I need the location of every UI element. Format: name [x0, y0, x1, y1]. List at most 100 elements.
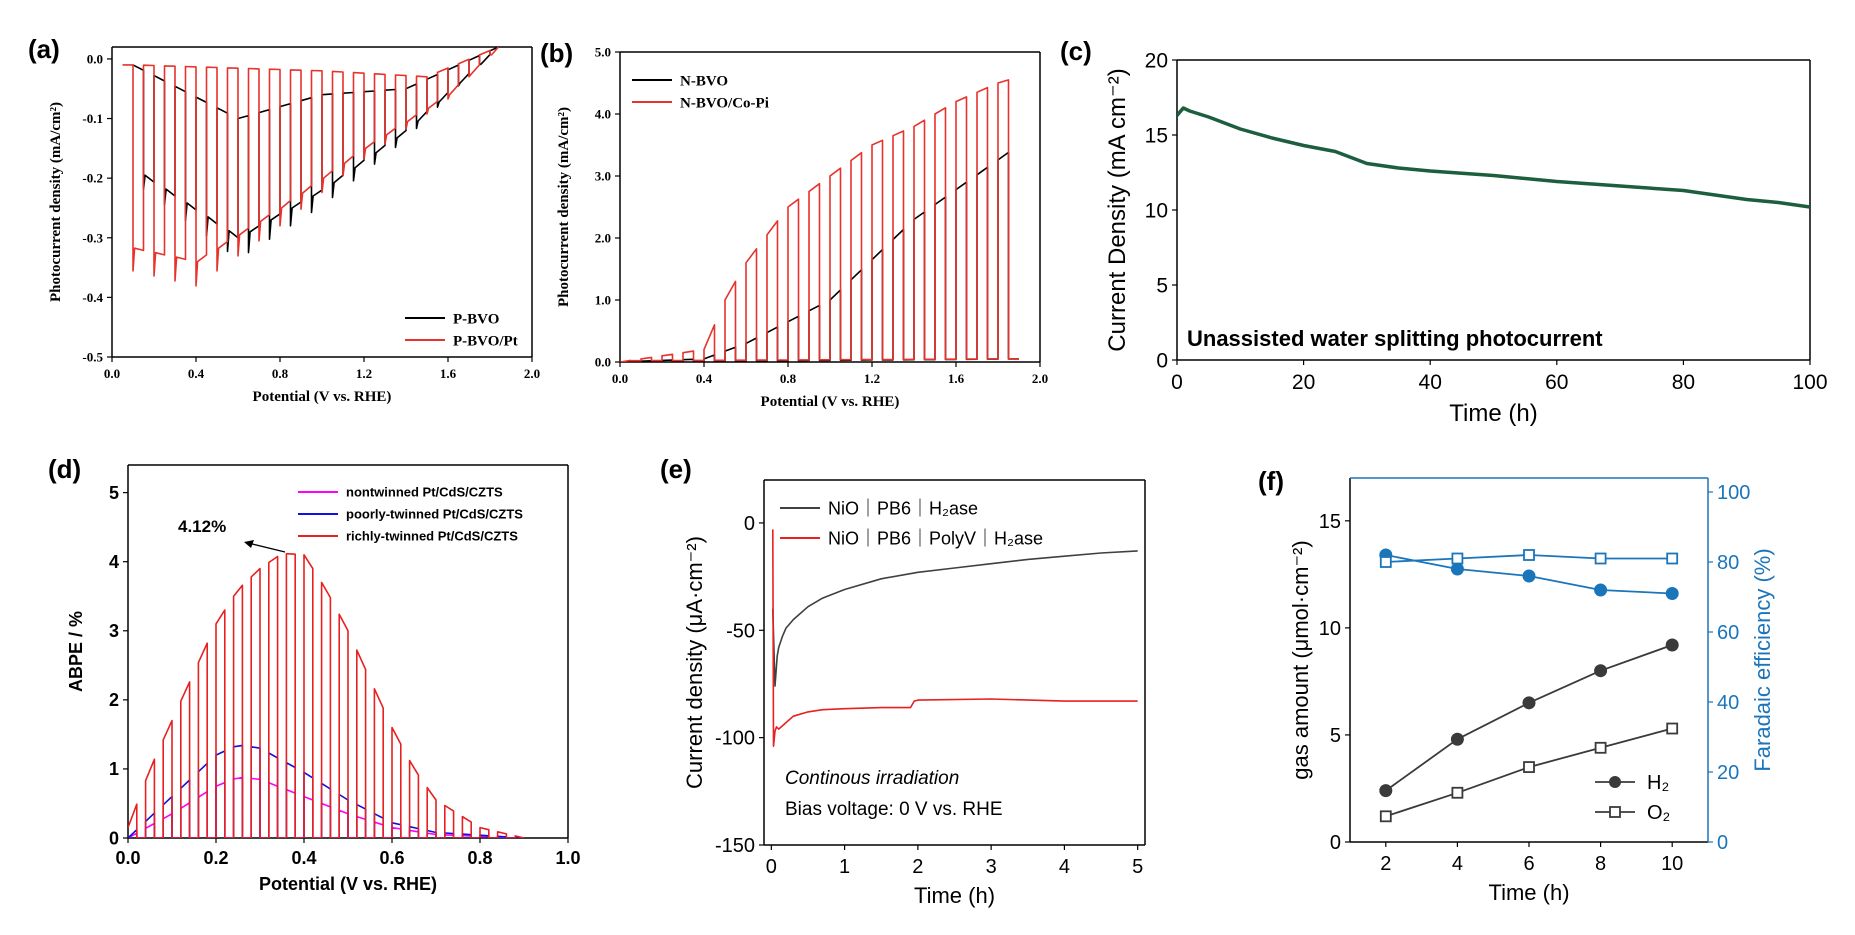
annotation-arrow-d [247, 542, 286, 553]
y-tick-label-b: 2.0 [595, 231, 611, 246]
y-axis-label-d: ABPE / % [66, 611, 86, 692]
y-tick-label-d: 0 [109, 828, 119, 848]
y-right-tick-label-f: 60 [1717, 622, 1739, 644]
data-point-f-1 [1379, 810, 1392, 823]
panel-label-d: (d) [48, 454, 81, 484]
x-tick-label-b: 1.2 [864, 371, 880, 386]
chart-a: (a) 0.0 0.4 0.8 1.2 1.6 2.0 0.0 -0.1 -0.2 -0.3 -0.4… [28, 34, 540, 405]
x-axis-label-f: Time (h) [1488, 880, 1569, 905]
x-axis-label-c: Time (h) [1449, 400, 1537, 427]
plot-area-a [122, 47, 500, 287]
data-point-f-0 [1450, 732, 1464, 746]
panel-label-e: (e) [660, 454, 692, 484]
y-tick-label-b: 1.0 [595, 293, 611, 308]
y-tick-label-f: 15 [1319, 511, 1341, 533]
data-point-f-0 [1594, 664, 1608, 678]
data-point-f-1 [1666, 722, 1679, 735]
y-axis-label-f: gas amount (μmol·cm⁻²) [1288, 540, 1313, 779]
series-line-a-0 [132, 47, 499, 254]
chart-b: (b) 0.0 0.4 0.8 1.2 1.6 2.0 0.0 1.0 2.0 3.0 4.0 5.0 P… [540, 38, 1048, 410]
y-tick-label-b: 3.0 [595, 169, 611, 184]
x-tick-label-e: 2 [912, 856, 923, 878]
x-axis-label-e: Time (h) [914, 883, 995, 908]
y-tick-label-d: 1 [109, 759, 119, 779]
data-point-f-2 [1665, 587, 1679, 600]
legend-marker-f [1609, 776, 1621, 788]
x-tick-label-c: 80 [1672, 371, 1695, 394]
data-point-f-3 [1594, 552, 1607, 565]
x-tick-label-a: 0.0 [104, 366, 120, 381]
x-axis-label-d: Potential (V vs. RHE) [259, 874, 437, 894]
y-tick-label-a: -0.4 [82, 290, 103, 305]
x-tick-label-e: 1 [839, 856, 850, 878]
x-tick-label-d: 0.0 [115, 848, 140, 868]
legend-label-a: P-BVO/Pt [453, 333, 518, 349]
x-tick-label-d: 0.6 [379, 848, 404, 868]
data-point-f-2 [1594, 583, 1608, 597]
chart-d: (d) 0.0 0.2 0.4 0.6 0.8 1.0 0 1 2 3 4 5 Potential (V … [48, 454, 581, 894]
data-point-f-0 [1379, 784, 1393, 798]
y-tick-label-a: -0.5 [82, 350, 103, 365]
legend-label-f: O₂ [1647, 802, 1670, 824]
annotation-e: Continous irradiation [785, 768, 959, 789]
y-tick-label-b: 4.0 [595, 107, 611, 122]
chart-c: (c) 0 20 40 60 80 100 0 5 10 15 20 Time (h) Current D… [1060, 36, 1828, 427]
data-point-f-1 [1594, 741, 1607, 754]
x-tick-label-f: 8 [1595, 853, 1606, 875]
x-axis-label-a: Potential (V vs. RHE) [253, 389, 392, 405]
plot-area-d [128, 552, 525, 838]
series-line-a-1 [122, 47, 500, 287]
data-point-f-3 [1451, 552, 1464, 565]
x-tick-label-c: 60 [1545, 371, 1568, 394]
y-tick-label-d: 2 [109, 690, 119, 710]
y-tick-label-c: 15 [1145, 124, 1168, 147]
plot-area-e [772, 529, 1138, 747]
x-tick-label-f: 10 [1661, 853, 1683, 875]
legend-label-a: P-BVO [453, 311, 499, 327]
x-tick-label-e: 5 [1132, 856, 1143, 878]
annotation-e: Bias voltage: 0 V vs. RHE [785, 799, 1003, 820]
y-tick-label-a: -0.3 [82, 230, 103, 245]
x-tick-label-e: 4 [1059, 856, 1070, 878]
y-tick-label-a: -0.1 [82, 111, 103, 126]
data-point-f-0 [1665, 638, 1679, 652]
series-line-d-1 [128, 744, 525, 838]
x-tick-label-f: 6 [1523, 853, 1534, 875]
y-tick-label-d: 3 [109, 621, 119, 641]
x-tick-label-a: 0.8 [272, 366, 289, 381]
legend-label-e: NiO｜PB6｜PolyV｜H₂ase [828, 528, 1043, 548]
y-right-tick-label-f: 80 [1717, 552, 1739, 574]
data-point-f-3 [1379, 556, 1392, 568]
x-tick-label-a: 1.6 [440, 366, 457, 381]
series-line-e-1 [772, 529, 1138, 747]
series-line-d-0 [128, 776, 525, 838]
plot-area-f [1385, 554, 1673, 818]
data-point-f-1 [1451, 786, 1464, 799]
x-tick-label-d: 0.2 [203, 848, 228, 868]
y-axis-label-c: Current Density (mA cm⁻²) [1104, 68, 1131, 351]
y-tick-label-e: -50 [726, 620, 755, 642]
plot-area-b [620, 79, 1020, 362]
x-tick-label-d: 0.4 [291, 848, 316, 868]
y-tick-label-e: -150 [715, 835, 755, 857]
x-tick-label-d: 0.8 [467, 848, 492, 868]
y-tick-label-c: 20 [1145, 49, 1168, 72]
legend-label-b: N-BVO/Co-Pi [680, 95, 769, 111]
data-point-f-2 [1522, 569, 1536, 583]
data-point-f-3 [1666, 552, 1679, 565]
series-line-c-0 [1177, 106, 1810, 209]
y-tick-label-d: 4 [109, 552, 119, 572]
y-tick-label-f: 5 [1330, 725, 1341, 747]
y-axis-label-b: Photocurrent density (mA/cm²) [556, 107, 572, 307]
data-point-f-3 [1523, 549, 1535, 561]
x-tick-label-b: 1.6 [948, 371, 965, 386]
x-tick-label-b: 2.0 [1032, 371, 1048, 386]
x-tick-label-a: 1.2 [356, 366, 372, 381]
x-tick-label-b: 0.0 [612, 371, 628, 386]
y-tick-label-f: 0 [1330, 832, 1341, 854]
legend-label-d: richly-twinned Pt/CdS/CZTS [346, 529, 518, 544]
y-right-tick-label-f: 0 [1717, 832, 1728, 854]
annotation-arrowhead-d [244, 540, 254, 548]
series-line-e-0 [772, 550, 1138, 687]
